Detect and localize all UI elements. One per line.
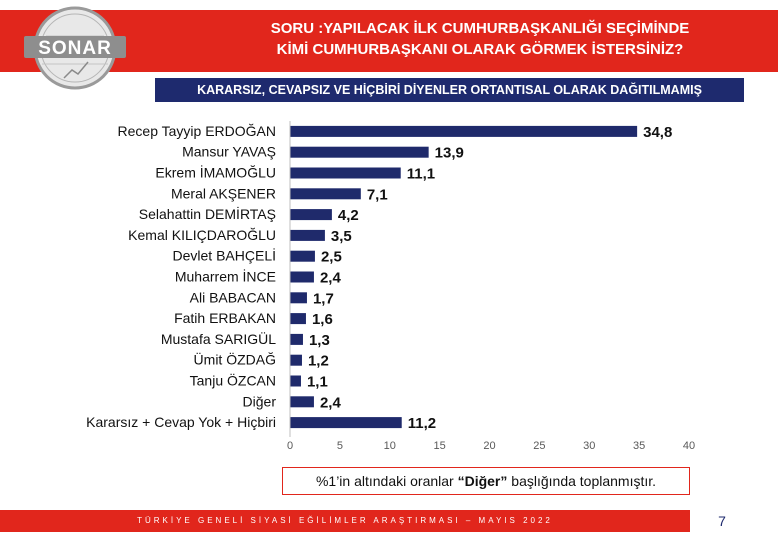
category-label: Ümit ÖZDAĞ: [194, 351, 276, 368]
header-bar: [0, 10, 778, 72]
category-label: Meral AKŞENER: [171, 185, 276, 201]
value-label: 7,1: [367, 186, 388, 203]
category-label: Mustafa SARIGÜL: [161, 330, 276, 347]
bar: [290, 146, 429, 158]
x-tick-label: 25: [533, 440, 545, 452]
bar: [290, 375, 301, 387]
category-label: Kararsız + Cevap Yok + Hiçbiri: [86, 414, 276, 430]
value-label: 1,6: [312, 311, 333, 328]
category-label: Selahattin DEMİRTAŞ: [139, 205, 276, 222]
category-label: Muharrem İNCE: [175, 268, 276, 285]
x-tick-label: 20: [483, 440, 495, 452]
value-label: 1,3: [309, 332, 330, 349]
subtitle: KARARSIZ, CEVAPSIZ VE HİÇBİRİ DİYENLER O…: [197, 83, 702, 97]
question-title-line2: KİMİ CUMHURBAŞKANI OLARAK GÖRMEK İSTERSİ…: [276, 41, 684, 58]
value-label: 4,2: [338, 207, 359, 224]
question-title-line1: SORU :YAPILACAK İLK CUMHURBAŞKANLIĞI SEÇ…: [270, 20, 690, 37]
value-label: 3,5: [331, 228, 352, 245]
bar: [290, 333, 303, 345]
category-label: Devlet BAHÇELİ: [173, 247, 276, 264]
x-tick-label: 30: [583, 440, 595, 452]
value-label: 1,7: [313, 290, 334, 307]
category-label: Ekrem İMAMOĞLU: [155, 164, 276, 181]
bar-chart: Recep Tayyip ERDOĞAN 34,8 Mansur YAVAŞ 13,9…: [86, 121, 695, 452]
bar: [290, 313, 306, 325]
footer-bar: [0, 510, 690, 532]
value-label: 34,8: [643, 124, 672, 141]
x-tick-label: 10: [384, 440, 396, 452]
bar: [290, 417, 402, 429]
bar: [290, 271, 314, 283]
value-label: 2,5: [321, 249, 342, 266]
value-label: 11,2: [408, 415, 436, 432]
logo-text: SONAR: [38, 38, 112, 59]
bar: [290, 250, 315, 262]
value-label: 13,9: [435, 145, 464, 162]
x-tick-label: 15: [434, 440, 446, 452]
bar: [290, 125, 638, 137]
x-tick-label: 5: [337, 440, 343, 452]
category-label: Diğer: [243, 393, 277, 409]
subtitle-bar: [155, 78, 744, 102]
category-label: Kemal KILIÇDAROĞLU: [128, 227, 276, 243]
category-label: Tanju ÖZCAN: [190, 372, 276, 389]
note-box: [282, 467, 690, 495]
value-label: 1,1: [307, 374, 328, 391]
bar: [290, 292, 307, 304]
note-prefix: %1’in altındaki oranlar: [315, 473, 458, 489]
bar: [290, 229, 325, 241]
note-emphasis: “Diğer”: [457, 473, 508, 489]
page-number: 7: [718, 513, 726, 529]
question-title: SORU :YAPILACAK İLK CUMHURBAŞKANLIĞI SEÇ…: [180, 18, 778, 60]
x-tick-label: 35: [633, 440, 645, 452]
category-label: Mansur YAVAŞ: [182, 144, 276, 160]
x-tick-label: 40: [683, 440, 695, 452]
value-label: 11,1: [407, 166, 435, 183]
bar: [290, 354, 302, 366]
value-label: 2,4: [320, 270, 342, 287]
bar: [290, 167, 401, 179]
bar: [290, 209, 332, 221]
note-suffix: başlığında toplanmıştır.: [507, 473, 657, 489]
bar: [290, 188, 361, 200]
footer-text: TÜRKİYE GENELİ SİYASİ EĞİLİMLER ARAŞTIRM…: [137, 516, 553, 525]
note-text: %1’in altındaki oranlar “Diğer” başlığın…: [282, 467, 690, 495]
sonar-logo: SONAR: [24, 6, 126, 90]
category-label: Fatih ERBAKAN: [174, 310, 276, 326]
category-label: Ali BABACAN: [190, 289, 276, 305]
value-label: 1,2: [308, 353, 329, 370]
value-label: 2,4: [320, 394, 342, 411]
x-tick-label: 0: [287, 440, 293, 452]
category-label: Recep Tayyip ERDOĞAN: [118, 123, 276, 139]
bar: [290, 396, 314, 408]
